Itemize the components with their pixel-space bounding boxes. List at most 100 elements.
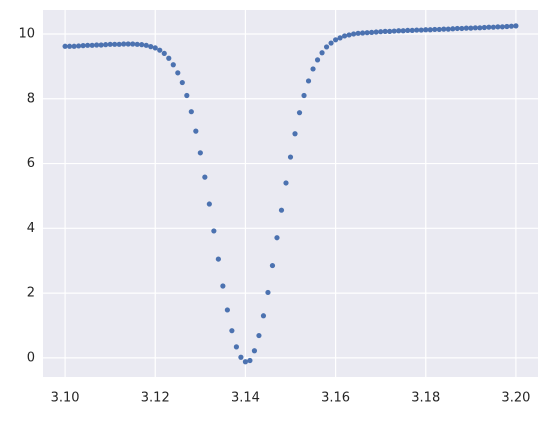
x-tick-label: 3.12 <box>141 391 170 406</box>
point <box>98 42 104 48</box>
point <box>76 43 82 49</box>
point <box>341 33 348 39</box>
point <box>175 70 181 76</box>
x-tick-label: 3.14 <box>231 391 260 406</box>
point <box>436 26 442 33</box>
point <box>459 25 465 32</box>
point <box>513 23 519 29</box>
point <box>170 62 176 68</box>
point <box>211 228 217 234</box>
point <box>229 328 235 334</box>
point <box>215 256 221 262</box>
y-tick-label: 2 <box>27 286 35 301</box>
point <box>202 174 208 180</box>
point <box>441 26 447 32</box>
y-tick-label: 4 <box>27 221 35 236</box>
point <box>278 207 285 213</box>
point <box>224 307 230 313</box>
point <box>103 42 109 48</box>
point <box>486 24 492 30</box>
point <box>251 348 258 354</box>
point <box>265 289 271 296</box>
point <box>418 27 424 33</box>
point <box>256 332 262 339</box>
point <box>148 44 154 50</box>
point <box>269 262 276 269</box>
point <box>157 47 163 53</box>
point <box>414 27 420 33</box>
point <box>89 42 95 48</box>
point <box>432 26 438 33</box>
point <box>292 131 298 137</box>
point <box>337 35 343 41</box>
point <box>319 50 325 56</box>
point <box>423 27 429 33</box>
point <box>247 357 253 364</box>
point <box>184 92 190 99</box>
point <box>305 78 312 84</box>
point <box>206 201 212 207</box>
point <box>80 43 86 49</box>
point <box>301 92 307 99</box>
point <box>166 55 172 61</box>
point <box>233 344 240 350</box>
point <box>396 28 402 34</box>
point <box>427 27 433 33</box>
point <box>378 29 384 35</box>
point <box>130 41 136 47</box>
point <box>125 41 131 47</box>
point <box>495 24 501 30</box>
point <box>328 40 334 46</box>
point <box>382 28 388 34</box>
x-tick-label: 3.20 <box>501 391 530 406</box>
point <box>242 359 249 365</box>
point <box>134 41 140 47</box>
point <box>409 27 415 34</box>
point <box>364 30 370 36</box>
y-tick-label: 10 <box>18 26 35 41</box>
point <box>161 50 167 57</box>
x-tick-label: 3.16 <box>321 391 350 406</box>
point <box>283 180 289 186</box>
point <box>391 28 397 34</box>
point <box>346 32 352 38</box>
point <box>274 235 280 241</box>
point <box>490 24 496 30</box>
x-tick-label: 3.18 <box>411 391 440 406</box>
point <box>152 45 158 51</box>
point <box>355 30 361 36</box>
point <box>504 23 510 30</box>
point <box>477 25 483 31</box>
point <box>188 109 194 115</box>
point <box>508 23 515 29</box>
point <box>62 43 68 49</box>
point <box>260 313 267 319</box>
plot-area <box>43 10 538 377</box>
point <box>369 29 375 35</box>
point <box>387 28 393 34</box>
point <box>287 154 294 160</box>
y-tick-label: 8 <box>27 91 35 106</box>
point <box>71 43 77 49</box>
point <box>179 79 185 86</box>
point <box>121 41 127 47</box>
point <box>85 42 91 48</box>
point <box>360 30 366 36</box>
point <box>332 37 339 43</box>
point <box>139 42 145 48</box>
x-tick-label: 3.10 <box>51 391 80 406</box>
point <box>94 42 100 48</box>
point <box>445 26 451 32</box>
point <box>351 31 357 37</box>
point <box>66 43 73 49</box>
point <box>220 283 226 289</box>
point <box>472 25 478 31</box>
point <box>112 41 118 47</box>
point <box>400 28 406 34</box>
y-tick-label: 0 <box>27 350 35 365</box>
point <box>481 24 487 31</box>
point <box>405 27 411 34</box>
point <box>310 66 316 72</box>
point <box>468 25 474 31</box>
